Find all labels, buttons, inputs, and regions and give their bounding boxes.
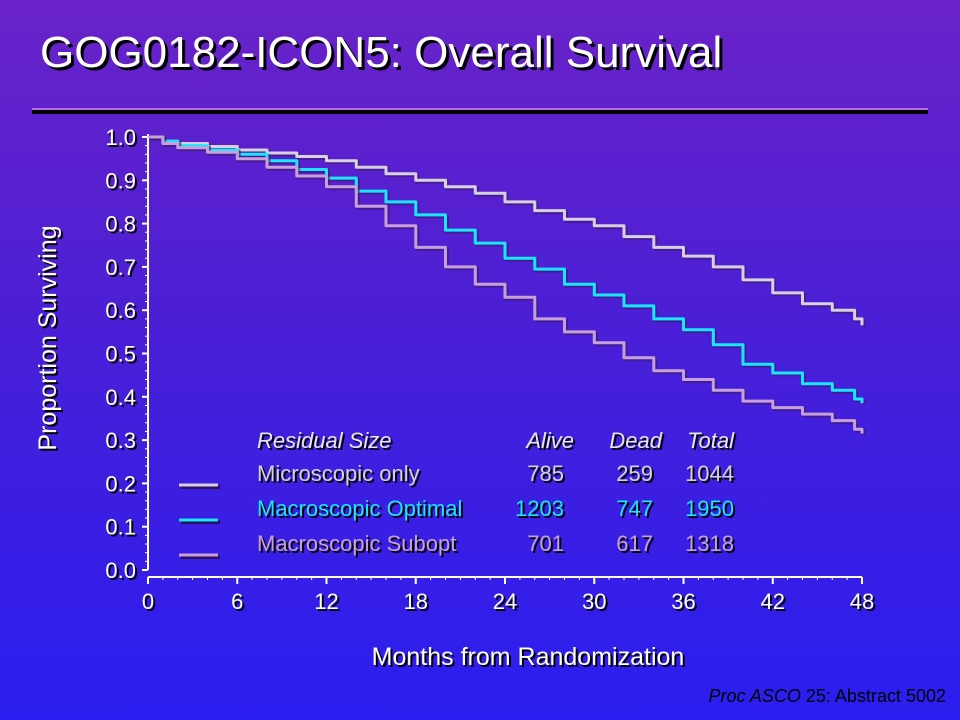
x-tick-label: 24 bbox=[493, 589, 517, 614]
citation-journal: Proc ASCO bbox=[708, 686, 801, 706]
legend-header-alive-shadow: Alive bbox=[526, 430, 576, 455]
x-axis-title-shadow: Months from Randomization bbox=[374, 645, 687, 673]
y-tick-label: 0.3 bbox=[105, 428, 136, 453]
y-tick-label-shadow: 0.5 bbox=[107, 344, 138, 369]
legend-label: Macroscopic Subopt bbox=[257, 531, 456, 556]
legend-total-shadow: 1318 bbox=[687, 533, 736, 558]
y-tick-label-shadow: 0.7 bbox=[107, 257, 138, 282]
series-layer bbox=[148, 135, 866, 436]
x-tick-label: 36 bbox=[671, 589, 695, 614]
y-tick-label: 1.0 bbox=[105, 125, 136, 150]
x-tick-label-shadow: 30 bbox=[584, 591, 608, 616]
y-tick-label-shadow: 0.4 bbox=[107, 387, 138, 412]
x-tick-label: 6 bbox=[231, 589, 243, 614]
y-tick-label: 0.8 bbox=[105, 212, 136, 237]
legend-header-total: Total bbox=[687, 428, 735, 453]
citation-volume: 25 bbox=[805, 686, 826, 706]
x-tick-label: 42 bbox=[761, 589, 785, 614]
legend-alive-shadow: 701 bbox=[529, 533, 566, 558]
legend-label-shadow: Macroscopic Optimal bbox=[259, 498, 464, 523]
x-tick-label-shadow: 48 bbox=[852, 591, 876, 616]
legend-total: 1950 bbox=[685, 496, 734, 521]
legend-total: 1044 bbox=[685, 461, 734, 486]
title-divider bbox=[32, 108, 928, 114]
legend-dead: 259 bbox=[616, 461, 653, 486]
chart-axes: 0.00.00.10.10.20.20.30.30.40.40.50.50.60… bbox=[34, 125, 876, 673]
y-tick-label: 0.1 bbox=[105, 515, 136, 540]
legend-header-alive: Alive bbox=[524, 428, 574, 453]
x-tick-label: 12 bbox=[314, 589, 338, 614]
x-tick-label-shadow: 24 bbox=[495, 591, 519, 616]
legend-label: Microscopic only bbox=[257, 461, 420, 486]
series-line-microscopic-only bbox=[148, 135, 864, 326]
x-tick-label-shadow: 42 bbox=[763, 591, 787, 616]
legend-header-dead: Dead bbox=[609, 428, 662, 453]
series-line-macroscopic-optimal bbox=[148, 135, 864, 404]
x-tick-label: 18 bbox=[404, 589, 428, 614]
legend-dead-shadow: 617 bbox=[618, 533, 655, 558]
legend-dead: 617 bbox=[616, 531, 653, 556]
citation: Proc ASCO 25: Abstract 5002 bbox=[709, 686, 946, 707]
legend-dead-shadow: 259 bbox=[618, 463, 655, 488]
y-tick-label-shadow: 0.8 bbox=[107, 214, 138, 239]
x-tick-label: 48 bbox=[850, 589, 874, 614]
y-axis-title: Proportion Surviving bbox=[34, 225, 62, 450]
series-line-macroscopic-subopt bbox=[148, 135, 864, 434]
x-tick-label: 0 bbox=[142, 589, 154, 614]
y-tick-label: 0.5 bbox=[105, 342, 136, 367]
citation-rest: : Abstract 5002 bbox=[825, 686, 946, 706]
legend-header-residual-shadow: Residual Size bbox=[259, 430, 394, 455]
y-tick-label: 0.4 bbox=[105, 385, 136, 410]
page-title: GOG0182-ICON5: Overall Survival bbox=[40, 28, 723, 77]
y-tick-label: 0.2 bbox=[105, 471, 136, 496]
legend-header-residual: Residual Size bbox=[257, 428, 392, 453]
y-tick-label: 0.6 bbox=[105, 298, 136, 323]
y-tick-label-shadow: 0.6 bbox=[107, 300, 138, 325]
y-tick-label-shadow: 0.1 bbox=[107, 517, 138, 542]
legend-total-shadow: 1950 bbox=[687, 498, 736, 523]
legend-total-shadow: 1044 bbox=[687, 463, 736, 488]
legend-alive-shadow: 1203 bbox=[517, 498, 566, 523]
y-tick-label-shadow: 0.0 bbox=[107, 560, 138, 585]
legend-dead: 747 bbox=[616, 496, 653, 521]
legend-alive: 701 bbox=[527, 531, 564, 556]
legend-label-shadow: Microscopic only bbox=[259, 463, 422, 488]
legend-label-shadow: Macroscopic Subopt bbox=[259, 533, 458, 558]
y-tick-label-shadow: 1.0 bbox=[107, 127, 138, 152]
legend-dead-shadow: 747 bbox=[618, 498, 655, 523]
y-tick-label-shadow: 0.3 bbox=[107, 430, 138, 455]
legend-header-total-shadow: Total bbox=[689, 430, 737, 455]
x-tick-label-shadow: 12 bbox=[316, 591, 340, 616]
y-tick-label: 0.0 bbox=[105, 558, 136, 583]
legend-header-dead-shadow: Dead bbox=[611, 430, 664, 455]
x-tick-label: 30 bbox=[582, 589, 606, 614]
legend-total: 1318 bbox=[685, 531, 734, 556]
y-tick-label: 0.9 bbox=[105, 168, 136, 193]
y-tick-label: 0.7 bbox=[105, 255, 136, 280]
legend-alive-shadow: 785 bbox=[529, 463, 566, 488]
x-tick-label-shadow: 18 bbox=[406, 591, 430, 616]
x-tick-label-shadow: 0 bbox=[144, 591, 156, 616]
y-axis-title-shadow: Proportion Surviving bbox=[36, 227, 64, 452]
legend-alive: 785 bbox=[527, 461, 564, 486]
x-tick-label-shadow: 36 bbox=[673, 591, 697, 616]
x-tick-label-shadow: 6 bbox=[233, 591, 245, 616]
x-axis-title: Months from Randomization bbox=[372, 643, 685, 671]
legend-alive: 1203 bbox=[515, 496, 564, 521]
y-tick-label-shadow: 0.9 bbox=[107, 170, 138, 195]
y-tick-label-shadow: 0.2 bbox=[107, 473, 138, 498]
legend-label: Macroscopic Optimal bbox=[257, 496, 462, 521]
